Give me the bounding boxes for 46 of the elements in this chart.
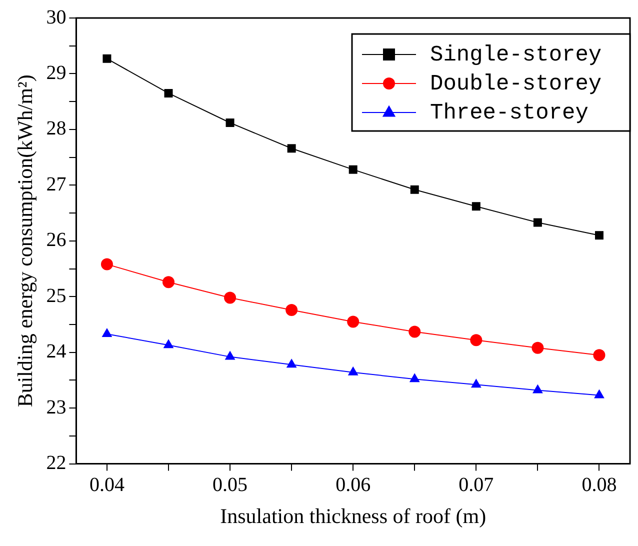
y-tick-label: 26 (46, 229, 66, 252)
point (164, 88, 173, 98)
point (348, 165, 358, 174)
point (409, 373, 420, 382)
point (162, 276, 174, 288)
point (286, 304, 298, 316)
point (226, 118, 234, 128)
point (286, 358, 297, 368)
point (287, 144, 296, 153)
point (100, 258, 113, 270)
x-axis-title: Insulation thickness of roof (m) (220, 504, 486, 528)
point (532, 384, 543, 394)
point (594, 231, 604, 240)
legend-label: Double-storey (430, 71, 602, 96)
y-tick-label: 24 (46, 340, 66, 363)
point (163, 339, 174, 348)
point (470, 378, 482, 388)
point (532, 342, 544, 354)
x-tick-label: 0.06 (336, 474, 371, 496)
point (224, 350, 236, 360)
y-tick-label: 25 (46, 284, 66, 307)
x-tick-label: 0.04 (89, 474, 124, 496)
point (408, 326, 421, 338)
y-tick-label: 22 (46, 452, 66, 474)
y-tick-label: 27 (46, 173, 66, 196)
y-tick-label: 29 (46, 62, 66, 84)
legend-label: Three-storey (430, 100, 588, 126)
x-tick-label: 0.08 (582, 474, 617, 496)
point (347, 316, 360, 328)
x-tick-label: 0.07 (458, 474, 494, 496)
point (224, 292, 236, 304)
point (102, 54, 112, 63)
y-tick-label: 30 (46, 6, 66, 28)
point (472, 202, 480, 211)
x-tick-label: 0.05 (212, 474, 248, 496)
y-tick-label: 23 (46, 396, 66, 418)
point (593, 349, 606, 362)
point (348, 366, 358, 376)
point (410, 185, 419, 194)
point (102, 328, 112, 337)
y-axis-title: Building energy consumption(kWh/m²) (13, 74, 38, 408)
point (470, 334, 482, 346)
y-tick-label: 28 (46, 118, 66, 140)
point (533, 218, 542, 227)
point (594, 389, 604, 398)
legend-label: Single-storey (430, 42, 602, 68)
